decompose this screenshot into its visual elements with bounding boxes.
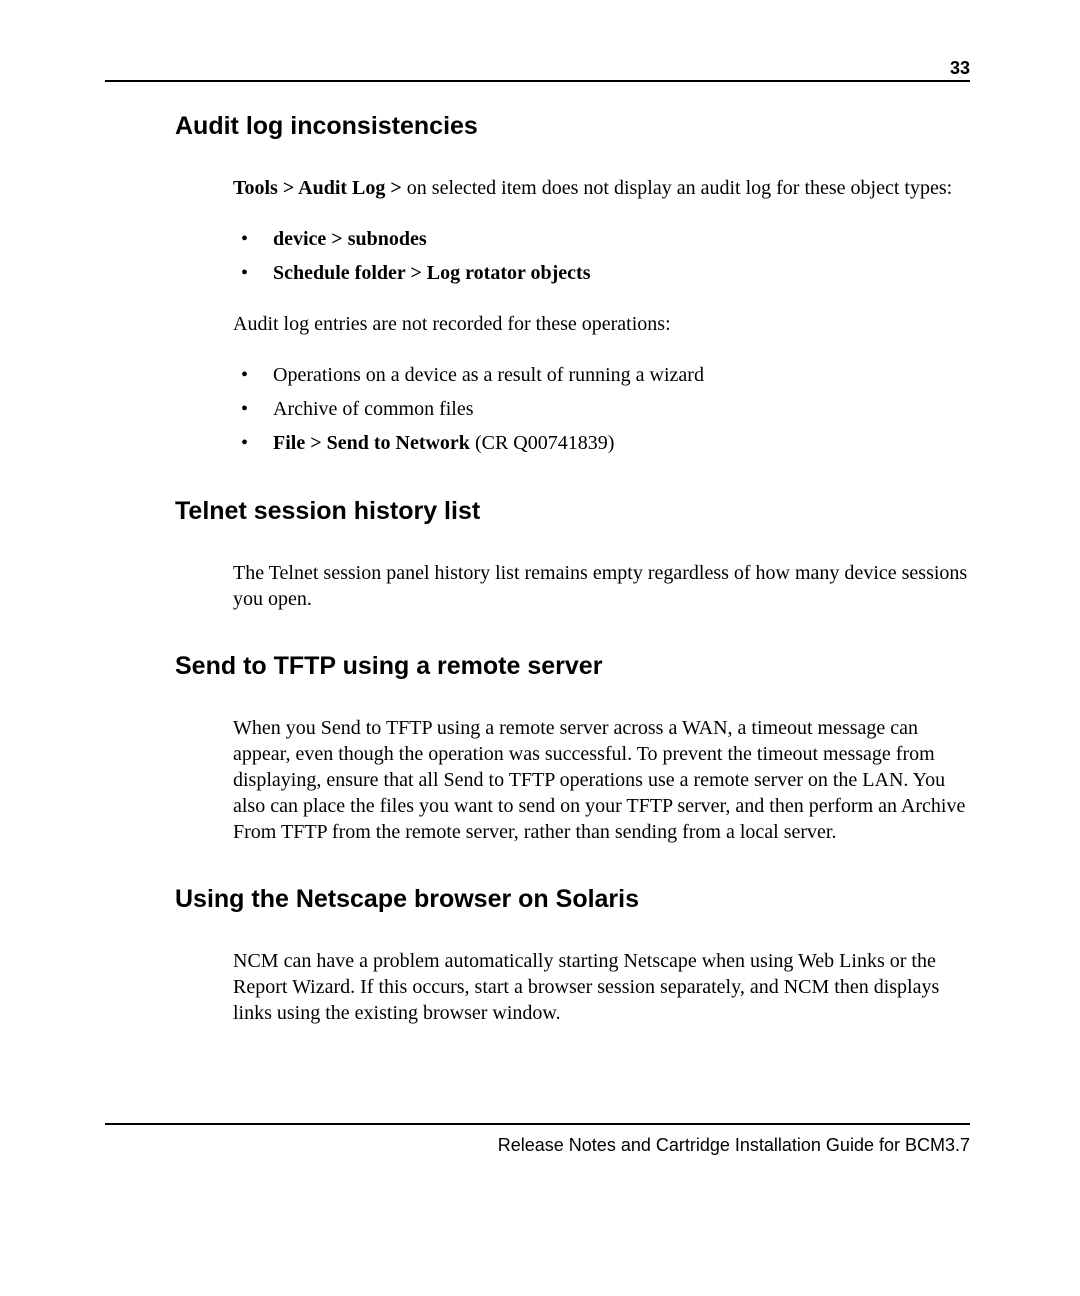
audit-intro-paragraph: Tools > Audit Log > on selected item doe… <box>233 175 970 201</box>
netscape-body: NCM can have a problem automatically sta… <box>233 948 970 1026</box>
audit-intro-rest: on selected item does not display an aud… <box>407 177 952 199</box>
footer-text: Release Notes and Cartridge Installation… <box>105 1135 970 1156</box>
footer: Release Notes and Cartridge Installation… <box>105 1123 970 1156</box>
list-item-text: Schedule folder > Log rotator objects <box>273 262 590 284</box>
content-area: Audit log inconsistencies Tools > Audit … <box>175 112 970 1026</box>
page-number: 33 <box>950 58 970 79</box>
list-item-text: Archive of common files <box>273 398 474 420</box>
heading-netscape: Using the Netscape browser on Solaris <box>175 885 970 914</box>
top-divider <box>105 80 970 82</box>
tftp-body: When you Send to TFTP using a remote ser… <box>233 715 970 845</box>
list-item: File > Send to Network (CR Q00741839) <box>233 429 970 457</box>
list-item-text: device > subnodes <box>273 228 427 250</box>
list-item: Operations on a device as a result of ru… <box>233 361 970 389</box>
list-item-rest: (CR Q00741839) <box>470 432 614 454</box>
heading-audit-log: Audit log inconsistencies <box>175 112 970 141</box>
audit-list-2: Operations on a device as a result of ru… <box>233 361 970 457</box>
audit-list-1: device > subnodes Schedule folder > Log … <box>233 225 970 287</box>
heading-tftp: Send to TFTP using a remote server <box>175 652 970 681</box>
list-item-bold: File > Send to Network <box>273 432 470 454</box>
list-item-text: Operations on a device as a result of ru… <box>273 364 704 386</box>
audit-para2: Audit log entries are not recorded for t… <box>233 311 970 337</box>
heading-telnet: Telnet session history list <box>175 497 970 526</box>
list-item: Schedule folder > Log rotator objects <box>233 259 970 287</box>
audit-intro-bold: Tools > Audit Log > <box>233 177 407 199</box>
list-item: device > subnodes <box>233 225 970 253</box>
page-container: 33 Audit log inconsistencies Tools > Aud… <box>0 0 1080 1026</box>
list-item: Archive of common files <box>233 395 970 423</box>
telnet-body: The Telnet session panel history list re… <box>233 560 970 612</box>
bottom-divider <box>105 1123 970 1125</box>
